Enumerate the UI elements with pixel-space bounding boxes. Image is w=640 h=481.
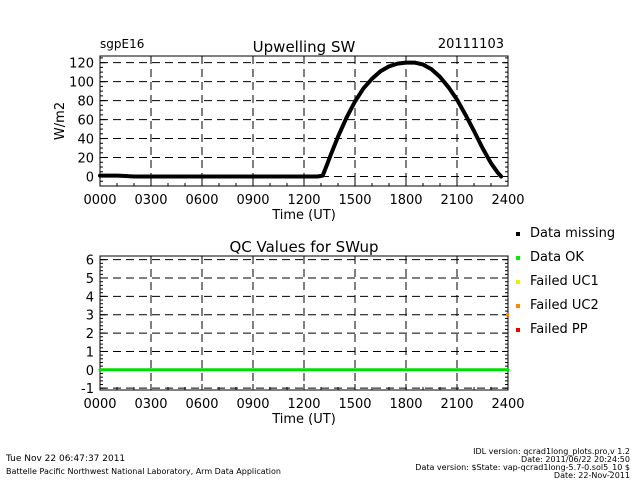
chart2-ytick-label: 2 <box>86 327 94 342</box>
chart2-xtick-label: 1800 <box>389 397 422 412</box>
chart1-ytick-label: 20 <box>77 152 94 167</box>
chart1-ytick-label: 100 <box>69 76 94 91</box>
chart1-xlabel: Time (UT) <box>271 208 336 223</box>
chart1-xtick-label: 0900 <box>236 193 269 208</box>
chart1-ytick-label: 60 <box>77 114 94 129</box>
chart2-legend-marker <box>516 280 520 284</box>
chart2-xtick-label: 0600 <box>185 397 218 412</box>
chart1-xtick-label: 0000 <box>83 193 116 208</box>
chart2-ytick-label: 0 <box>86 364 94 379</box>
chart2-xtick-label: 1200 <box>287 397 320 412</box>
footer-lab: Battelle Pacific Northwest National Labo… <box>6 467 281 476</box>
chart1-ylabel: W/m2 <box>53 102 68 140</box>
chart2-ytick-label: 3 <box>86 309 94 324</box>
chart1-title: Upwelling SW <box>253 38 356 56</box>
chart1-xtick-label: 0300 <box>134 193 167 208</box>
chart1-xtick-label: 1800 <box>389 193 422 208</box>
chart2-legend-marker <box>516 256 520 260</box>
footer-timestamp: Tue Nov 22 06:47:37 2011 <box>6 454 126 464</box>
chart1-xtick-label: 1500 <box>338 193 371 208</box>
chart2-legend-marker <box>516 304 520 308</box>
chart2-xlabel: Time (UT) <box>271 412 336 427</box>
footer-data-date: Date: 22-Nov-2011 <box>553 471 630 480</box>
chart2-ytick-label: 5 <box>86 272 94 287</box>
chart1-xtick-label: 1200 <box>287 193 320 208</box>
chart2-xtick-label: 0000 <box>83 397 116 412</box>
chart2-xtick-label: 2100 <box>440 397 473 412</box>
chart2-ytick-label: 4 <box>86 290 94 305</box>
chart2-xtick-label: 0900 <box>236 397 269 412</box>
chart2-xtick-label: 0300 <box>134 397 167 412</box>
chart2-marker <box>506 313 509 317</box>
chart2-xtick-label: 2400 <box>491 397 524 412</box>
chart1-ytick-label: 120 <box>69 57 94 72</box>
chart2-ytick-label: 6 <box>86 254 94 269</box>
footer-data-version: Data version: $State: vap-qcrad1long-5.7… <box>415 463 630 472</box>
footer-version-date: Date: 2011/06/22 20:24:50 <box>521 455 630 464</box>
chart1-xtick-label: 0600 <box>185 193 218 208</box>
chart2-legend-label: Data missing <box>530 226 615 241</box>
chart2-ytick-label: -1 <box>81 382 94 397</box>
chart1-ytick-label: 40 <box>77 133 94 148</box>
chart1-series-line <box>98 60 504 179</box>
chart1-ytick-label: 80 <box>77 95 94 110</box>
chart1-xtick-label: 2400 <box>491 193 524 208</box>
chart2-ytick-label: 1 <box>86 345 94 360</box>
chart1-ytick-label: 0 <box>86 171 94 186</box>
footer-idl-version: IDL version: qcrad1long_plots.pro,v 1.2 <box>473 447 630 456</box>
chart2-legend-label: Failed PP <box>530 322 588 337</box>
chart2-xtick-label: 1500 <box>338 397 371 412</box>
chart2-legend-label: Failed UC2 <box>530 298 599 313</box>
chart1-site-label: sgpE16 <box>100 37 144 51</box>
chart2-title: QC Values for SWup <box>229 238 378 256</box>
chart1-date-label: 20111103 <box>438 37 504 52</box>
chart2-legend-marker <box>516 328 520 332</box>
chart1-xtick-label: 2100 <box>440 193 473 208</box>
chart2-legend-label: Data OK <box>530 250 584 265</box>
chart2-legend-label: Failed UC1 <box>530 274 599 289</box>
chart2-legend-marker <box>516 232 520 236</box>
